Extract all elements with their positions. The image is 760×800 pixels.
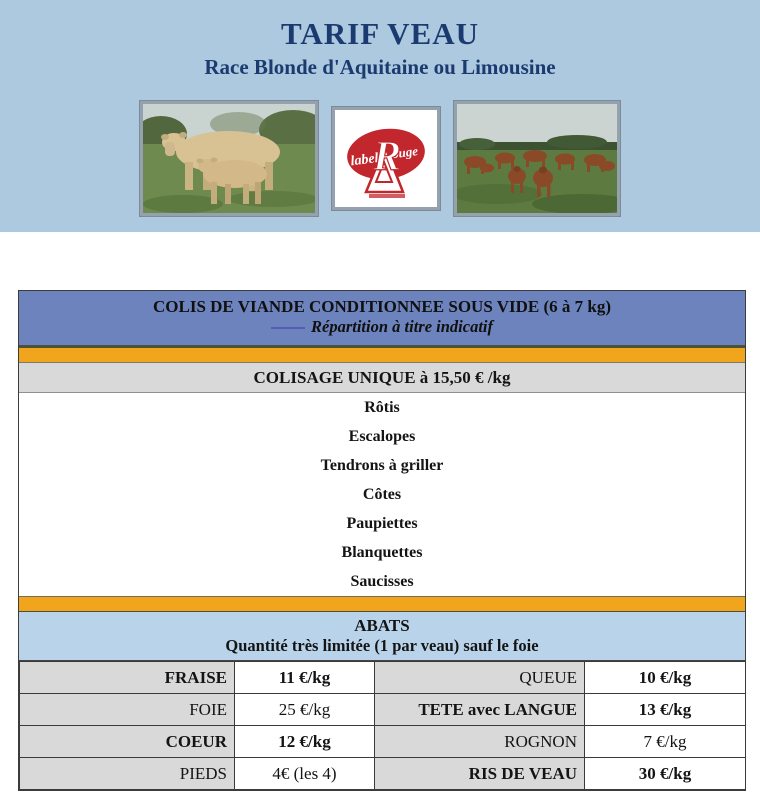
colis-subtitle-text: Répartition à titre indicatif bbox=[311, 317, 493, 336]
colis-subtitle: Répartition à titre indicatif bbox=[19, 317, 745, 337]
colisage-banner: COLISAGE UNIQUE à 15,50 € /kg bbox=[19, 363, 745, 393]
cut-item: Saucisses bbox=[350, 573, 414, 590]
table-row: FRAISE 11 €/kg QUEUE 10 €/kg bbox=[19, 661, 746, 694]
cut-item: Côtes bbox=[362, 486, 402, 503]
table-row: FOIE 25 €/kg TETE avec LANGUE 13 €/kg bbox=[19, 693, 746, 726]
abats-price: 13 €/kg bbox=[584, 693, 746, 726]
abats-title: ABATS bbox=[354, 616, 410, 635]
abats-price: 4€ (les 4) bbox=[234, 757, 375, 790]
cattle-herd-photo bbox=[454, 101, 620, 216]
abats-label: FRAISE bbox=[19, 661, 235, 694]
cow-calf-photo bbox=[140, 101, 318, 216]
abats-price: 11 €/kg bbox=[234, 661, 375, 694]
cut-list: Rôtis Escalopes Tendrons à griller Côtes… bbox=[19, 393, 745, 596]
abats-label: QUEUE bbox=[374, 661, 585, 694]
logo-text-ouge: ouge bbox=[391, 143, 419, 161]
abats-label: ROGNON bbox=[374, 725, 585, 758]
abats-price: 12 €/kg bbox=[234, 725, 375, 758]
cut-item: Tendrons à griller bbox=[320, 457, 444, 474]
abats-label: COEUR bbox=[19, 725, 235, 758]
section-colis-header: COLIS DE VIANDE CONDITIONNEE SOUS VIDE (… bbox=[19, 291, 745, 348]
cut-item: Blanquettes bbox=[341, 544, 423, 561]
label-rouge-logo: label ouge R bbox=[332, 107, 440, 210]
section-abats-header: ABATS Quantité très limitée (1 par veau)… bbox=[19, 612, 745, 661]
table-row: PIEDS 4€ (les 4) RIS DE VEAU 30 €/kg bbox=[19, 757, 746, 790]
page-header: TARIF VEAU Race Blonde d'Aquitaine ou Li… bbox=[0, 0, 760, 232]
cut-item: Paupiettes bbox=[346, 515, 418, 532]
cut-item: Escalopes bbox=[348, 428, 416, 445]
photo-row: label ouge R bbox=[0, 101, 760, 216]
abats-price: 7 €/kg bbox=[584, 725, 746, 758]
orange-divider-middle bbox=[19, 596, 745, 612]
price-document-table: COLIS DE VIANDE CONDITIONNEE SOUS VIDE (… bbox=[18, 290, 746, 791]
abats-price-table: FRAISE 11 €/kg QUEUE 10 €/kg FOIE 25 €/k… bbox=[19, 661, 746, 790]
abats-label: PIEDS bbox=[19, 757, 235, 790]
cut-item: Rôtis bbox=[364, 399, 400, 416]
abats-label: FOIE bbox=[19, 693, 235, 726]
table-row: COEUR 12 €/kg ROGNON 7 €/kg bbox=[19, 725, 746, 758]
abats-price: 30 €/kg bbox=[584, 757, 746, 790]
cow-calf-photo-art bbox=[143, 104, 315, 213]
abats-label: RIS DE VEAU bbox=[374, 757, 585, 790]
logo-text-r: R bbox=[372, 134, 401, 180]
page-subtitle: Race Blonde d'Aquitaine ou Limousine bbox=[204, 55, 556, 79]
abats-label: TETE avec LANGUE bbox=[374, 693, 585, 726]
logo-text-label: label bbox=[350, 151, 380, 169]
abats-price: 10 €/kg bbox=[584, 661, 746, 694]
cattle-herd-photo-art bbox=[457, 104, 617, 213]
orange-divider-top bbox=[19, 348, 745, 363]
abats-subtitle: Quantité très limitée (1 par veau) sauf … bbox=[225, 636, 539, 655]
colis-title: COLIS DE VIANDE CONDITIONNEE SOUS VIDE (… bbox=[153, 297, 611, 316]
page-title: TARIF VEAU bbox=[280, 16, 480, 51]
label-rouge-logo-art: label ouge R bbox=[335, 110, 437, 207]
abats-price: 25 €/kg bbox=[234, 693, 375, 726]
underline-artifact bbox=[271, 327, 306, 329]
